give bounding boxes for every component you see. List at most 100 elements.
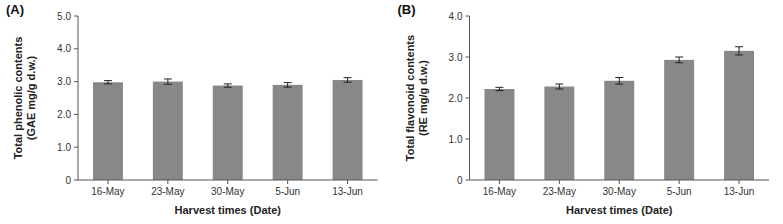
error-bar xyxy=(284,83,292,88)
error-bar xyxy=(615,78,623,85)
error-bar xyxy=(495,87,503,90)
error-cap xyxy=(615,77,623,78)
y-tick-label: 2.0 xyxy=(449,93,463,104)
error-cap xyxy=(735,46,743,47)
error-bar xyxy=(735,47,743,55)
marks xyxy=(484,47,754,180)
x-tick-label: 16-May xyxy=(483,186,516,197)
error-bar xyxy=(675,57,683,63)
error-cap xyxy=(344,82,352,83)
x-tick xyxy=(287,180,288,184)
y-tick xyxy=(466,57,470,58)
bar xyxy=(93,82,123,180)
x-tick-label: 30-May xyxy=(211,186,244,197)
y-tick-label: 5.0 xyxy=(57,11,71,22)
y-tick-label: 2.0 xyxy=(57,109,71,120)
error-stem xyxy=(619,78,620,85)
x-tick xyxy=(107,180,108,184)
y-tick xyxy=(74,81,78,82)
y-axis-label-line: (RE mg/g d.w.) xyxy=(417,60,429,136)
error-cap xyxy=(104,80,112,81)
marks xyxy=(93,78,363,180)
y-tick-label: 1.0 xyxy=(57,142,71,153)
panel: 01.02.03.04.016-May23-May30-May5-Jun13-J… xyxy=(398,2,770,216)
error-cap xyxy=(284,82,292,83)
panel-title: (B) xyxy=(398,2,416,17)
chart-root: 0 1.0 2.0 3.0 4.0 5.0 16-May 23-May 30-May 5-Jun 1… xyxy=(0,0,783,224)
x-tick xyxy=(167,180,168,184)
x-tick-label: 30-May xyxy=(603,186,636,197)
y-tick xyxy=(466,139,470,140)
error-stem xyxy=(559,84,560,89)
y-tick xyxy=(466,180,470,181)
error-cap xyxy=(224,87,232,88)
error-cap xyxy=(284,87,292,88)
y-tick-label: 4.0 xyxy=(449,11,463,22)
error-cap xyxy=(495,87,503,88)
x-tick xyxy=(559,180,560,184)
x-tick-label: 13-Jun xyxy=(332,186,363,197)
bar xyxy=(604,81,634,180)
y-tick-label: 1.0 xyxy=(449,134,463,145)
error-cap xyxy=(224,83,232,84)
y-axis-line xyxy=(78,16,79,180)
error-bar xyxy=(104,81,112,84)
error-cap xyxy=(555,84,563,85)
error-bar xyxy=(224,84,232,87)
error-cap xyxy=(555,88,563,89)
panel: 0 1.0 2.0 3.0 4.0 5.0 16-May 23-May 30-May 5-Jun 1… xyxy=(6,2,378,216)
bar xyxy=(484,89,514,180)
y-tick xyxy=(74,114,78,115)
y-axis-label-line: (GAE mg/g d.w.) xyxy=(25,55,37,140)
error-stem xyxy=(287,83,288,88)
bar xyxy=(273,85,303,180)
x-axis-label: Harvest times (Date) xyxy=(175,204,282,216)
y-tick-label: 0 xyxy=(457,175,463,186)
error-stem xyxy=(167,79,168,84)
error-bar xyxy=(164,79,172,84)
error-cap xyxy=(675,57,683,58)
y-tick-label: 4.0 xyxy=(57,43,71,54)
x-axis-label: Harvest times (Date) xyxy=(566,204,673,216)
error-cap xyxy=(735,54,743,55)
x-tick-label: 23-May xyxy=(543,186,576,197)
chart-svg: 0 1.0 2.0 3.0 4.0 5.0 16-May 23-May 30-May 5-Jun 1… xyxy=(0,0,783,224)
y-axis-label: Total flavonoid contents(RE mg/g d.w.) xyxy=(404,35,429,161)
error-cap xyxy=(164,84,172,85)
x-tick-label: 16-May xyxy=(91,186,124,197)
x-tick-label: 5-Jun xyxy=(275,186,300,197)
x-tick xyxy=(619,180,620,184)
y-tick-label: 3.0 xyxy=(449,52,463,63)
x-tick-label: 23-May xyxy=(151,186,184,197)
y-tick xyxy=(74,147,78,148)
y-tick xyxy=(466,16,470,17)
x-tick xyxy=(679,180,680,184)
panel-title: (A) xyxy=(6,2,24,17)
x-tick-label: 13-Jun xyxy=(724,186,755,197)
bar xyxy=(664,60,694,180)
error-bar xyxy=(344,78,352,83)
bar xyxy=(213,86,243,180)
error-cap xyxy=(164,78,172,79)
y-tick-label: 0 xyxy=(65,175,71,186)
error-cap xyxy=(344,77,352,78)
error-cap xyxy=(104,83,112,84)
error-stem xyxy=(739,47,740,55)
x-tick xyxy=(499,180,500,184)
x-tick xyxy=(347,180,348,184)
error-stem xyxy=(347,78,348,83)
bar xyxy=(153,82,183,180)
y-tick xyxy=(74,180,78,181)
error-cap xyxy=(495,90,503,91)
error-cap xyxy=(675,62,683,63)
y-tick xyxy=(74,16,78,17)
y-tick xyxy=(466,98,470,99)
error-cap xyxy=(615,84,623,85)
y-axis-label: Total phenolic contents(GAE mg/g d.w.) xyxy=(12,37,37,160)
y-tick xyxy=(74,48,78,49)
y-axis-label-line: Total phenolic contents xyxy=(12,37,24,160)
x-tick xyxy=(739,180,740,184)
bar xyxy=(333,80,363,180)
y-tick-label: 3.0 xyxy=(57,76,71,87)
bar xyxy=(544,87,574,180)
